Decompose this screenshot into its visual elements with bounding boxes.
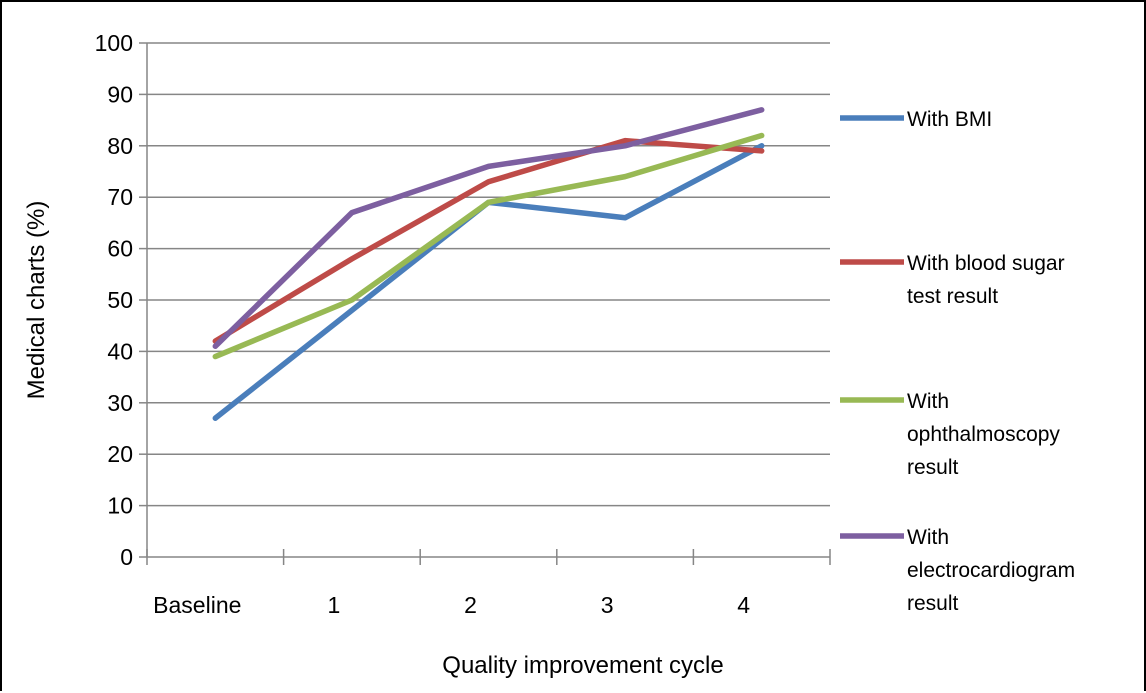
y-tick-label: 60 [107,236,133,262]
series-line-2 [215,141,761,341]
legend-label: With BMI [907,108,992,131]
y-tick-label: 90 [107,81,133,107]
x-axis-title: Quality improvement cycle [442,652,723,679]
x-tick-labels: Baseline 1 2 3 4 [153,592,750,618]
legend: With BMI With blood sugar test result With o… [840,108,1075,615]
y-tick-label: 10 [107,493,133,519]
y-axis-title: Medical charts (%) [23,201,50,400]
x-tick-label: 2 [464,592,477,618]
y-tick-label: 70 [107,184,133,210]
series-lines [215,110,762,419]
series-line-1 [215,146,761,418]
legend-label: ophthalmoscopy [907,423,1060,446]
y-tick-label: 30 [107,390,133,416]
x-tick-label: 4 [737,592,750,618]
legend-item-3: With ophthalmoscopy result [840,390,1060,479]
y-tick-label: 40 [107,338,133,364]
x-tick-label: 1 [328,592,341,618]
grid-lines [147,43,830,506]
legend-item-2: With blood sugar test result [840,252,1065,308]
legend-label: result [907,592,959,615]
legend-item-4: With electrocardiogram result [840,526,1075,615]
legend-label: test result [907,285,998,308]
y-tick-label: 20 [107,441,133,467]
x-tick-label: 3 [601,592,614,618]
y-tick-labels: 0 10 20 30 40 50 60 70 80 90 100 [95,30,133,570]
x-tick-label: Baseline [153,592,241,618]
y-tick-label: 0 [120,544,133,570]
legend-label: With blood sugar [907,252,1065,275]
y-tick-label: 80 [107,133,133,159]
legend-label: electrocardiogram [907,559,1075,582]
legend-label: With [907,526,949,549]
legend-label: result [907,456,959,479]
y-tick-label: 50 [107,287,133,313]
legend-label: With [907,390,949,413]
legend-item-1: With BMI [840,108,992,131]
y-tick-label: 100 [95,30,133,56]
